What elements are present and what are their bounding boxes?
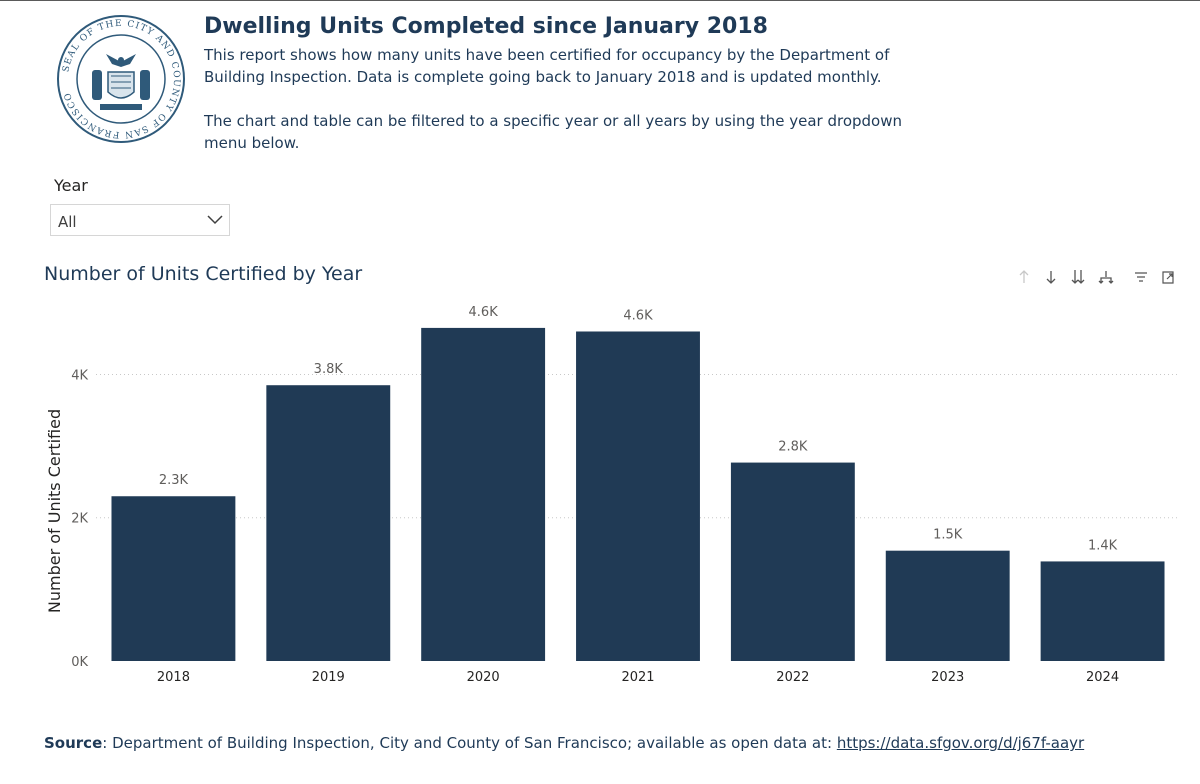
arrow-down-icon[interactable]	[1043, 268, 1059, 286]
x-tick-label-2024: 2024	[1086, 670, 1119, 685]
bar-2024[interactable]	[1040, 561, 1165, 661]
bar-2020[interactable]	[421, 327, 546, 661]
x-tick-label-2022: 2022	[776, 670, 809, 685]
data-label-2020: 4.6K	[469, 305, 499, 320]
data-label-2018: 2.3K	[159, 473, 189, 488]
x-tick-label-2020: 2020	[467, 670, 500, 685]
year-filter-label: Year	[54, 176, 88, 195]
double-arrow-down-icon[interactable]	[1070, 268, 1086, 286]
chart-title: Number of Units Certified by Year	[44, 263, 363, 285]
x-tick-label-2023: 2023	[931, 670, 964, 685]
source-label: Source	[44, 734, 103, 752]
x-tick-label-2019: 2019	[312, 670, 345, 685]
data-label-2019: 3.8K	[314, 362, 344, 377]
bar-2018[interactable]	[111, 496, 236, 661]
bar-2021[interactable]	[576, 331, 700, 661]
hierarchy-expand-icon[interactable]	[1098, 268, 1114, 286]
y-tick-label: 2K	[71, 512, 88, 527]
city-seal-logo: SEAL OF THE CITY AND COUNTY OF SAN FRANC…	[57, 15, 185, 143]
data-label-2023: 1.5K	[933, 528, 963, 543]
y-axis-title: Number of Units Certified	[45, 409, 64, 613]
y-tick-label: 0K	[71, 655, 88, 670]
source-footer: Source: Department of Building Inspectio…	[44, 734, 1084, 752]
year-dropdown[interactable]: All	[50, 204, 230, 236]
page-title: Dwelling Units Completed since January 2…	[204, 14, 768, 39]
bar-2022[interactable]	[730, 462, 855, 661]
x-tick-label-2021: 2021	[621, 670, 654, 685]
arrow-up-icon[interactable]	[1016, 268, 1032, 286]
data-label-2021: 4.6K	[623, 308, 653, 323]
y-tick-label: 4K	[71, 368, 88, 383]
source-text: : Department of Building Inspection, Cit…	[102, 734, 837, 752]
filter-instructions: The chart and table can be filtered to a…	[204, 112, 903, 152]
bar-2019[interactable]	[266, 385, 391, 661]
x-tick-label-2018: 2018	[157, 670, 190, 685]
open-data-link[interactable]: https://data.sfgov.org/d/j67f-aayr	[836, 734, 1085, 752]
bar-chart: 0K 2K 4K 2.3K 2018 3.8K 2019 4.6K 2020 4.6K 2021 2.…	[45, 305, 1180, 685]
data-label-2022: 2.8K	[778, 440, 808, 455]
report-description: This report shows how many units have be…	[204, 46, 890, 86]
top-border	[0, 0, 1200, 1]
bar-2023[interactable]	[885, 550, 1010, 661]
chevron-down-icon	[207, 215, 223, 225]
filter-icon[interactable]	[1133, 268, 1149, 286]
year-dropdown-value: All	[58, 213, 77, 231]
focus-mode-icon[interactable]	[1160, 268, 1176, 286]
data-label-2024: 1.4K	[1088, 538, 1118, 553]
